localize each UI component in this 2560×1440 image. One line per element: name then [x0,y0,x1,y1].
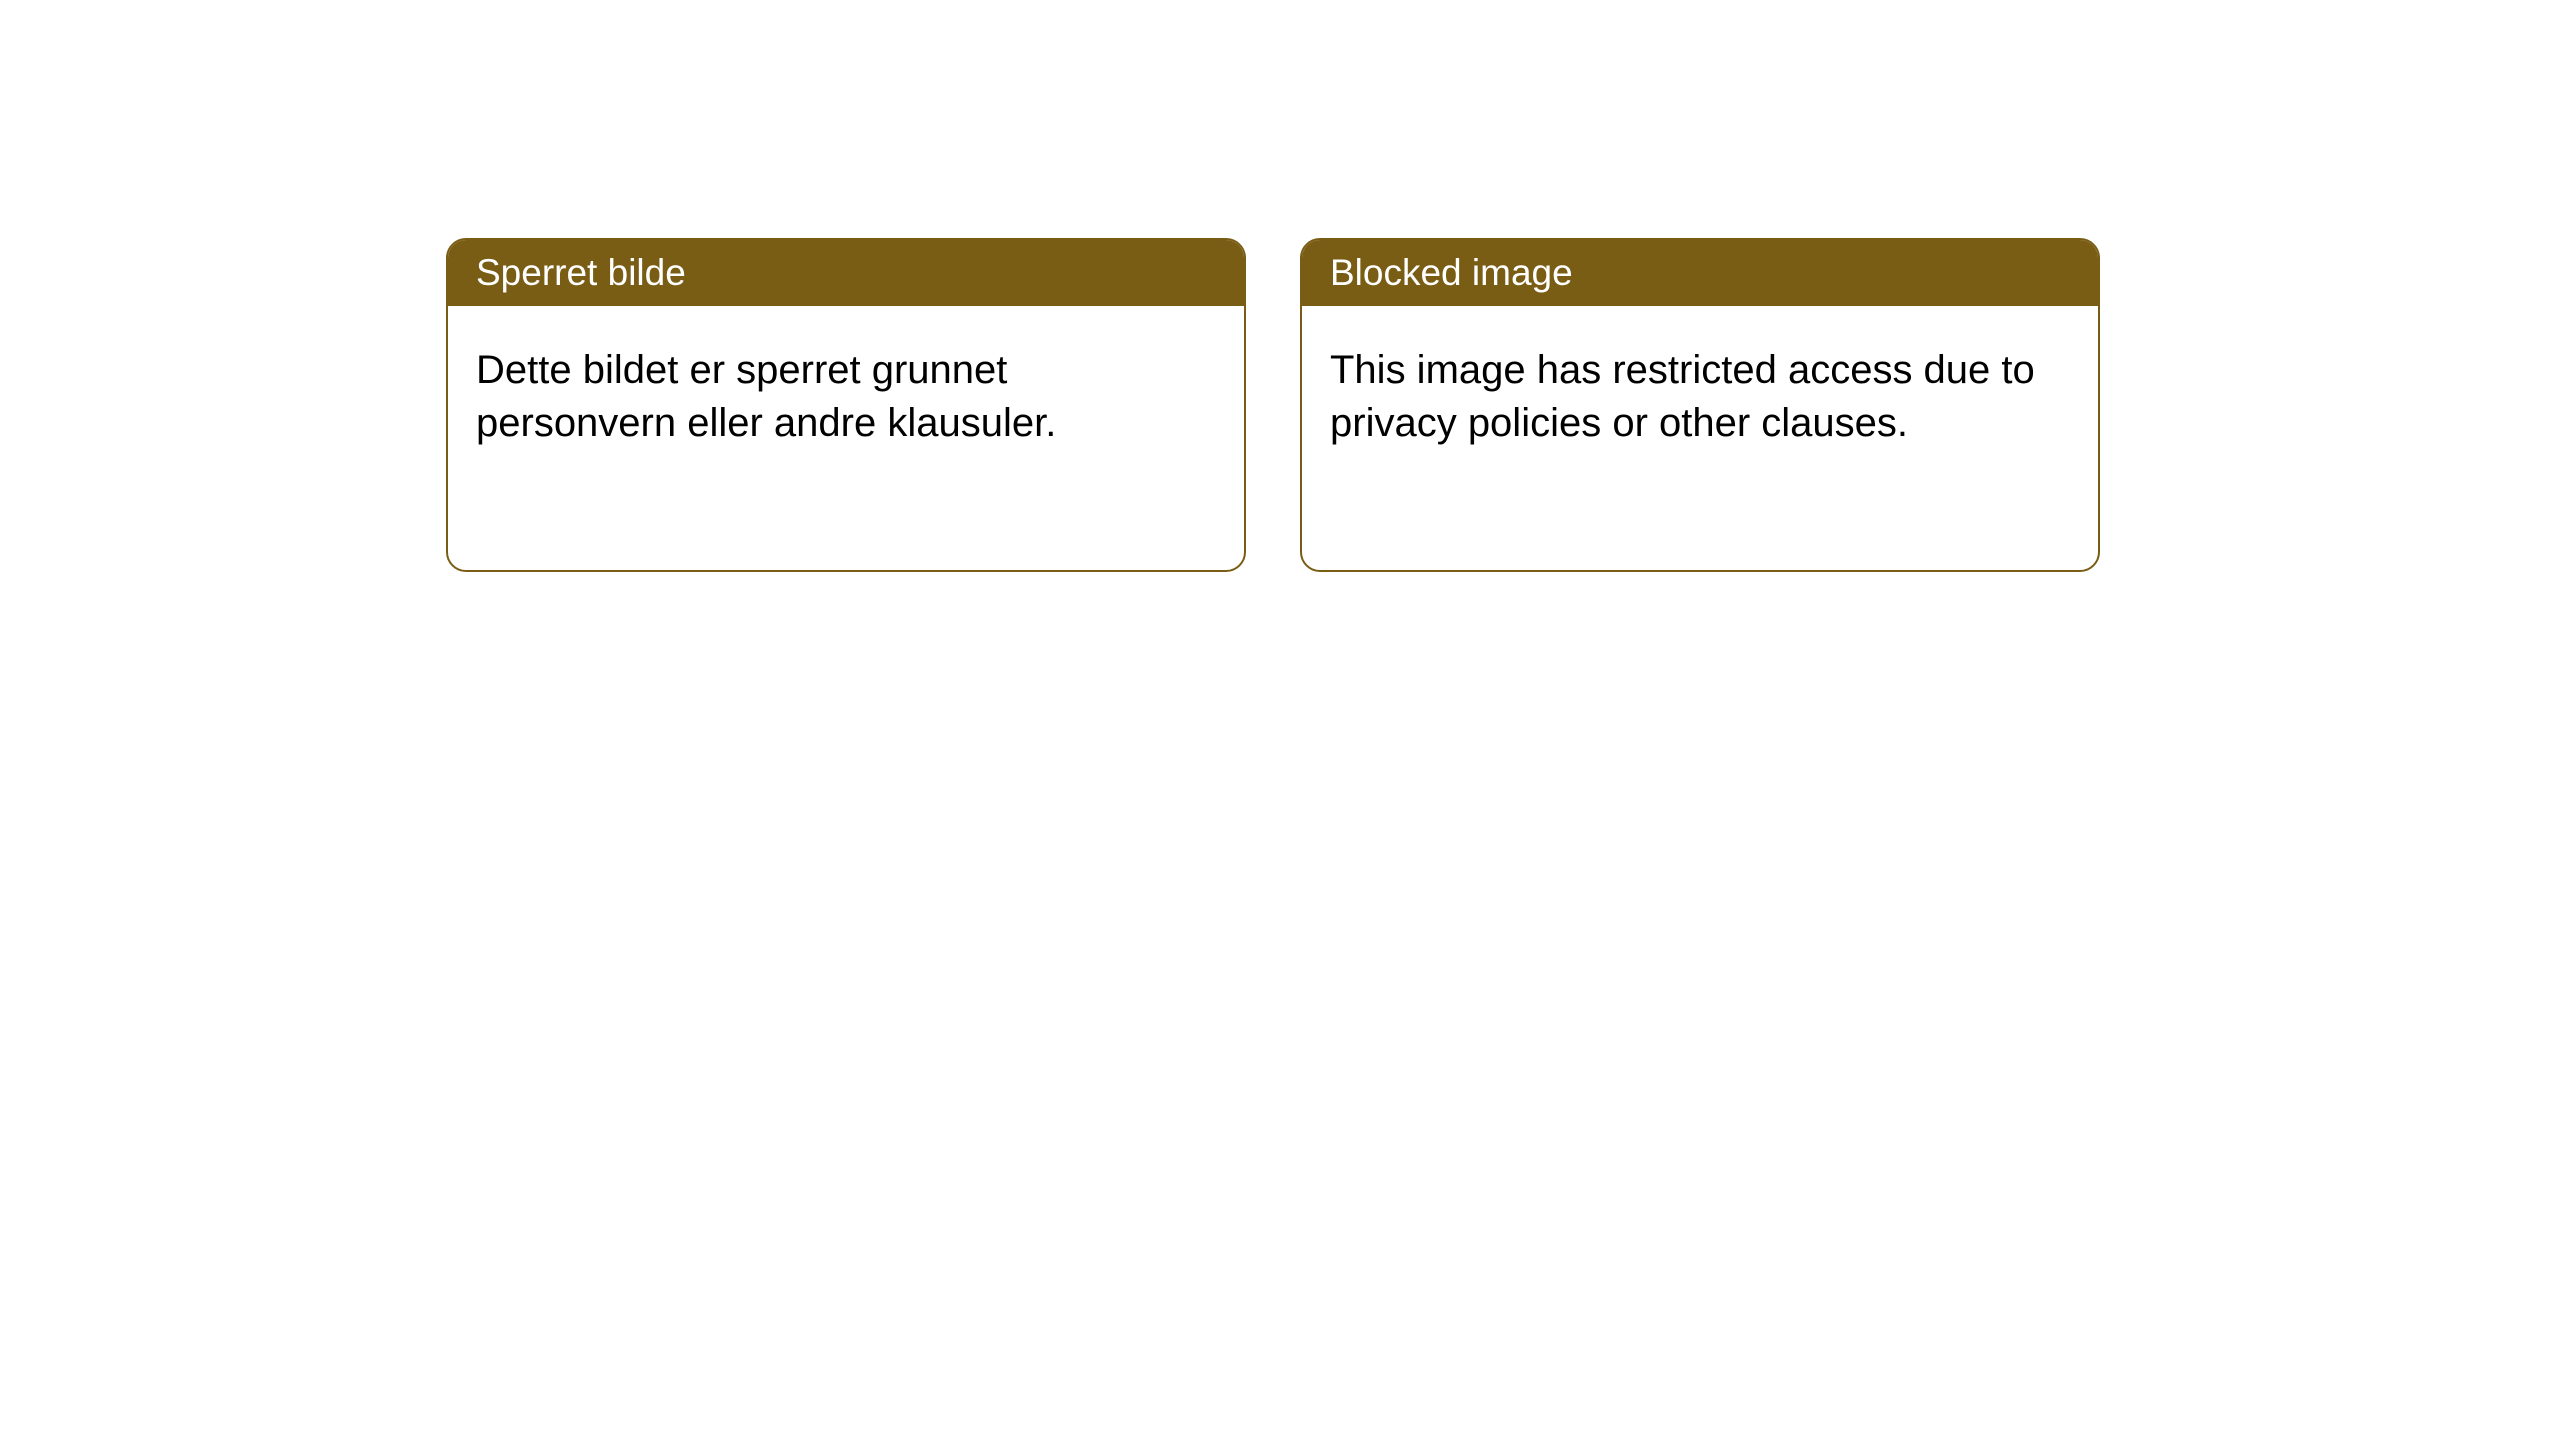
card-title: Sperret bilde [476,252,686,293]
card-title: Blocked image [1330,252,1573,293]
blocked-image-card-norwegian: Sperret bilde Dette bildet er sperret gr… [446,238,1246,572]
card-message: This image has restricted access due to … [1330,348,2035,445]
card-body-english: This image has restricted access due to … [1302,306,2098,488]
card-header-english: Blocked image [1302,240,2098,306]
card-header-norwegian: Sperret bilde [448,240,1244,306]
card-message: Dette bildet er sperret grunnet personve… [476,348,1056,445]
blocked-image-card-english: Blocked image This image has restricted … [1300,238,2100,572]
card-body-norwegian: Dette bildet er sperret grunnet personve… [448,306,1244,488]
cards-container: Sperret bilde Dette bildet er sperret gr… [446,238,2100,572]
